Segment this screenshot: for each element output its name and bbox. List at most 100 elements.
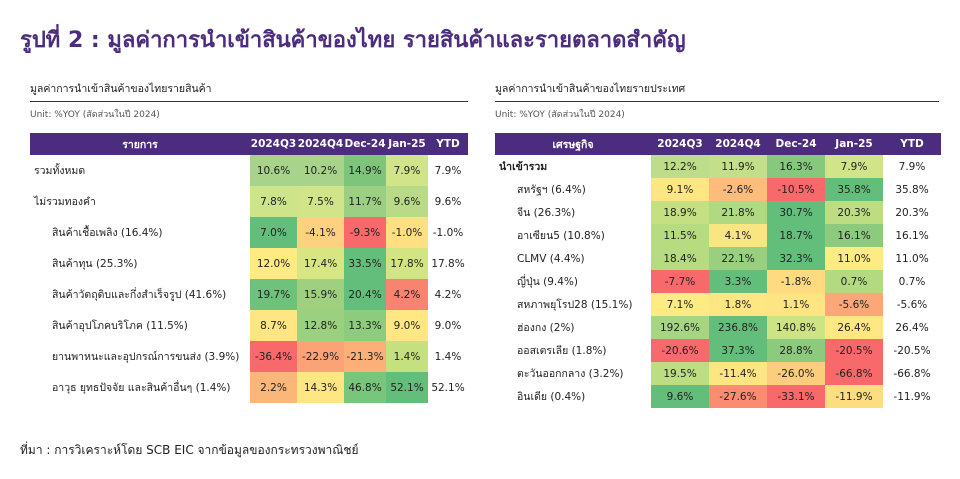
row-label: นำเข้ารวม: [499, 161, 548, 173]
value-cell: 7.9%: [825, 155, 883, 178]
value-cell: 11.7%: [344, 186, 386, 217]
value-cell: 7.5%: [297, 186, 344, 217]
header-period: 2024Q3: [651, 133, 709, 155]
right-panel: มูลค่าการนำเข้าสินค้าของไทยรายประเทศ Uni…: [495, 80, 941, 408]
ytd-cell: 20.3%: [883, 201, 941, 224]
value-cell: 4.1%: [709, 224, 767, 247]
value-cell: 9.6%: [651, 385, 709, 408]
value-cell: -5.6%: [825, 293, 883, 316]
value-cell: 8.7%: [250, 310, 297, 341]
value-cell: -7.7%: [651, 270, 709, 293]
value-cell: -26.0%: [767, 362, 825, 385]
ytd-cell: -66.8%: [883, 362, 941, 385]
value-cell: 9.0%: [386, 310, 428, 341]
row-label: ตะวันออกกลาง (3.2%): [517, 368, 624, 380]
header-row: เศรษฐกิจ 2024Q3 2024Q4 Dec-24 Jan-25 YTD: [495, 133, 941, 155]
value-cell: 19.5%: [651, 362, 709, 385]
header-period: YTD: [428, 133, 468, 155]
value-cell: -21.3%: [344, 341, 386, 372]
product-import-table: รายการ 2024Q3 2024Q4 Dec-24 Jan-25 YTD รวมทั้…: [30, 133, 468, 403]
value-cell: 21.8%: [709, 201, 767, 224]
value-cell: 236.8%: [709, 316, 767, 339]
value-cell: 20.3%: [825, 201, 883, 224]
row-label: สหรัฐฯ (6.4%): [517, 184, 586, 196]
table-row: ญี่ปุ่น (9.4%) -7.7% 3.3% -1.8% 0.7% 0.7%: [495, 270, 941, 293]
table-row: สินค้าเชื้อเพลิง (16.4%) 7.0% -4.1% -9.3% -1…: [30, 217, 468, 248]
ytd-cell: 9.0%: [428, 310, 468, 341]
value-cell: 3.3%: [709, 270, 767, 293]
header-period: Jan-25: [386, 133, 428, 155]
value-cell: 12.8%: [297, 310, 344, 341]
value-cell: 1.1%: [767, 293, 825, 316]
value-cell: 7.9%: [386, 155, 428, 186]
value-cell: 20.4%: [344, 279, 386, 310]
row-label: สินค้าอุปโภคบริโภค (11.5%): [52, 320, 188, 332]
value-cell: -33.1%: [767, 385, 825, 408]
value-cell: -20.5%: [825, 339, 883, 362]
value-cell: 17.8%: [386, 248, 428, 279]
value-cell: 11.0%: [825, 247, 883, 270]
table-row: อาวุธ ยุทธปัจจัย และสินค้าอื่นๆ (1.4%) 2.…: [30, 372, 468, 403]
table-row: ฮ่องกง (2%) 192.6% 236.8% 140.8% 26.4% 26.4%: [495, 316, 941, 339]
value-cell: 37.3%: [709, 339, 767, 362]
value-cell: 16.1%: [825, 224, 883, 247]
left-table-title: มูลค่าการนำเข้าสินค้าของไทยรายสินค้า: [30, 80, 468, 102]
value-cell: 140.8%: [767, 316, 825, 339]
row-label: ยานพาหนะและอุปกรณ์การขนส่ง (3.9%): [52, 351, 240, 363]
value-cell: 46.8%: [344, 372, 386, 403]
ytd-cell: 7.9%: [883, 155, 941, 178]
ytd-cell: -5.6%: [883, 293, 941, 316]
table-row: สินค้าทุน (25.3%) 12.0% 17.4% 33.5% 17.8% 17.…: [30, 248, 468, 279]
value-cell: 35.8%: [825, 178, 883, 201]
value-cell: -9.3%: [344, 217, 386, 248]
value-cell: 52.1%: [386, 372, 428, 403]
table-row: CLMV (4.4%) 18.4% 22.1% 32.3% 11.0% 11.0%: [495, 247, 941, 270]
row-label: อาวุธ ยุทธปัจจัย และสินค้าอื่นๆ (1.4%): [52, 382, 231, 394]
table-row: สหรัฐฯ (6.4%) 9.1% -2.6% -10.5% 35.8% 35.8%: [495, 178, 941, 201]
header-label: รายการ: [30, 133, 250, 155]
value-cell: 1.4%: [386, 341, 428, 372]
value-cell: 28.8%: [767, 339, 825, 362]
right-table-title: มูลค่าการนำเข้าสินค้าของไทยรายประเทศ: [495, 80, 939, 102]
header-period: Dec-24: [344, 133, 386, 155]
table-row: รวมทั้งหมด 10.6% 10.2% 14.9% 7.9% 7.9%: [30, 155, 468, 186]
ytd-cell: 1.4%: [428, 341, 468, 372]
ytd-cell: 52.1%: [428, 372, 468, 403]
row-label: สินค้าเชื้อเพลิง (16.4%): [52, 227, 163, 239]
value-cell: 7.8%: [250, 186, 297, 217]
header-period: Jan-25: [825, 133, 883, 155]
row-label: ไม่รวมทองคำ: [34, 196, 96, 208]
table-row: อินเดีย (0.4%) 9.6% -27.6% -33.1% -11.9% -11.…: [495, 385, 941, 408]
value-cell: 26.4%: [825, 316, 883, 339]
value-cell: 11.5%: [651, 224, 709, 247]
table-row: สินค้าอุปโภคบริโภค (11.5%) 8.7% 12.8% 13.3%…: [30, 310, 468, 341]
value-cell: 11.9%: [709, 155, 767, 178]
value-cell: -66.8%: [825, 362, 883, 385]
value-cell: 2.2%: [250, 372, 297, 403]
left-table-unit: Unit: %YOY (สัดส่วนในปี 2024): [30, 110, 160, 120]
table-row: ยานพาหนะและอุปกรณ์การขนส่ง (3.9%) -36.4% -…: [30, 341, 468, 372]
row-label: CLMV (4.4%): [517, 252, 585, 265]
row-label: ออสเตรเลีย (1.8%): [517, 345, 607, 357]
value-cell: -1.8%: [767, 270, 825, 293]
country-import-table: เศรษฐกิจ 2024Q3 2024Q4 Dec-24 Jan-25 YTD นำเข…: [495, 133, 941, 408]
row-label: จีน (26.3%): [517, 207, 576, 219]
value-cell: 10.2%: [297, 155, 344, 186]
table-row: ตะวันออกกลาง (3.2%) 19.5% -11.4% -26.0% -66.…: [495, 362, 941, 385]
value-cell: 1.8%: [709, 293, 767, 316]
value-cell: -27.6%: [709, 385, 767, 408]
row-label: อาเซียน5 (10.8%): [517, 230, 605, 242]
value-cell: 18.7%: [767, 224, 825, 247]
row-label: ฮ่องกง (2%): [517, 322, 575, 334]
row-label: สินค้าทุน (25.3%): [52, 258, 138, 270]
ytd-cell: -1.0%: [428, 217, 468, 248]
value-cell: 12.0%: [250, 248, 297, 279]
value-cell: 14.9%: [344, 155, 386, 186]
value-cell: 7.1%: [651, 293, 709, 316]
value-cell: 7.0%: [250, 217, 297, 248]
right-table-unit: Unit: %YOY (สัดส่วนในปี 2024): [495, 110, 625, 120]
value-cell: 15.9%: [297, 279, 344, 310]
value-cell: -22.9%: [297, 341, 344, 372]
ytd-cell: 7.9%: [428, 155, 468, 186]
source-note: ที่มา : การวิเคราะห์โดย SCB EIC จากข้อมู…: [20, 443, 359, 457]
